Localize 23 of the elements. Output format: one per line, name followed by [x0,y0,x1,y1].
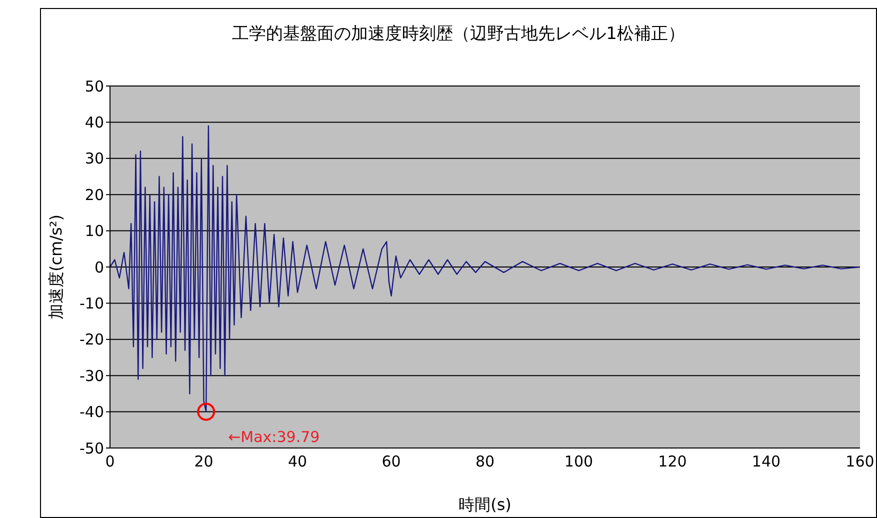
y-tick-label: 40 [84,114,104,132]
y-tick-label: 50 [84,77,104,96]
y-tick-label: -50 [80,439,104,458]
y-tick-label: 0 [94,258,104,276]
y-tick-label: -20 [80,330,104,349]
y-tick-label: -40 [80,403,104,422]
x-tick-label: 120 [658,452,687,471]
x-tick-label: 60 [382,452,401,471]
y-tick-label: 20 [84,186,104,204]
x-tick-label: 140 [752,452,781,471]
y-tick-label: -10 [80,294,104,313]
chart-title: 工学的基盤面の加速度時刻歴（辺野古地先レベル1松補正） [231,23,686,45]
x-tick-label: 40 [288,452,308,471]
annotation: ←Max:39.79 [228,428,320,446]
x-tick-label: 80 [475,452,495,471]
x-axis-title: 時間(s) [458,495,512,514]
y-axis-title: 加速度(cm/s²) [46,214,66,320]
x-tick-label: 20 [194,452,214,471]
x-tick-label: 100 [564,452,594,471]
y-tick-label: -30 [80,366,104,385]
y-tick-label: 10 [84,222,104,240]
y-tick-label: 30 [84,150,104,168]
x-tick-label: 160 [846,452,874,471]
